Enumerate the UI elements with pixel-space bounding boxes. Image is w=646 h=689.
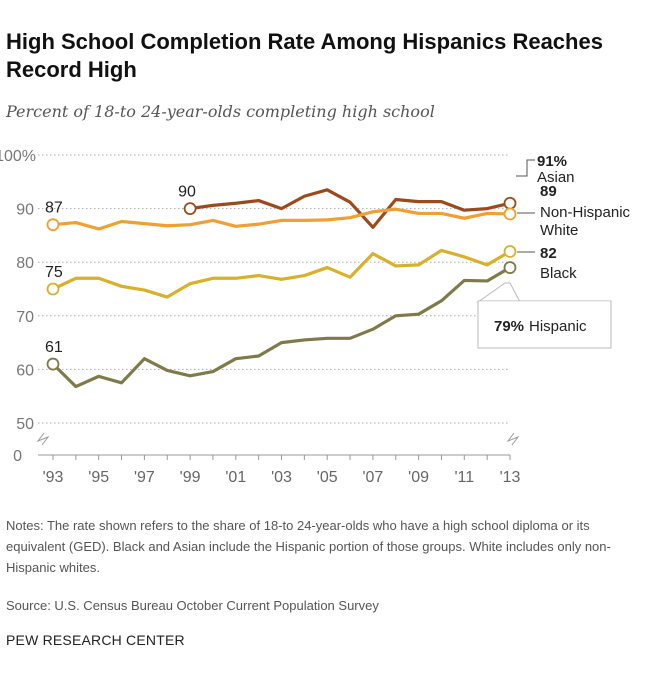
axis-break-icon (36, 432, 50, 446)
y-tick-label: 60 (16, 362, 34, 379)
x-tick-label: '11 (454, 469, 474, 486)
series-label-white-2: White (540, 222, 578, 239)
axis-break-icon (506, 432, 520, 446)
start-marker (183, 202, 197, 216)
end-label-asian: 91% (537, 153, 567, 170)
x-tick-label: '99 (180, 469, 201, 486)
start-label: 75 (45, 264, 63, 281)
x-tick-label: '95 (88, 469, 109, 486)
x-tick-label: '13 (500, 469, 521, 486)
end-label-hispanic: 79% (494, 318, 524, 335)
y-tick-label: 80 (16, 255, 34, 272)
brand: PEW RESEARCH CENTER (6, 632, 185, 648)
end-marker (503, 261, 517, 274)
series-label-black: Black (540, 265, 577, 282)
chart-subtitle: Percent of 18-to 24-year-olds completing… (6, 102, 435, 121)
end-marker (503, 207, 517, 221)
y-tick-label: 50 (16, 416, 34, 433)
end-label-white: 89 (540, 183, 557, 200)
start-marker (46, 282, 60, 296)
series-label-hispanic: Hispanic (529, 318, 587, 335)
start-label: 61 (45, 339, 63, 356)
callout-box (477, 300, 612, 349)
line-chart: 100% 90 80 70 60 50 0 '93 '95 '97 '99 '01 '03 '05 '07 '… (0, 148, 631, 486)
y-tick-label: 0 (13, 448, 22, 465)
x-tick-label: '03 (271, 469, 292, 486)
source: Source: U.S. Census Bureau October Curre… (6, 598, 379, 613)
leader-line (516, 159, 535, 177)
end-marker (503, 196, 517, 210)
series-line-asian (189, 188, 511, 229)
end-marker (503, 245, 517, 258)
start-marker (46, 357, 60, 371)
x-tick-label: '09 (408, 469, 429, 486)
x-tick-label: '01 (225, 469, 246, 486)
x-tick-label: '07 (362, 469, 383, 486)
series-label-asian: Asian (537, 169, 575, 186)
series-label-white: Non-Hispanic (540, 204, 631, 221)
x-tick-label: '97 (134, 469, 155, 486)
series-line-black (52, 248, 511, 299)
callout-pointer (476, 282, 521, 303)
notes: Notes: The rate shown refers to the shar… (6, 518, 611, 575)
end-label-black: 82 (540, 245, 557, 262)
series-line-non-hispanic-white (52, 207, 511, 231)
y-tick-label: 100% (0, 148, 36, 165)
start-marker (46, 218, 60, 232)
x-tick-label: '05 (317, 469, 338, 486)
y-tick-label: 70 (16, 309, 34, 326)
x-tick-label: '93 (43, 469, 64, 486)
series-line-hispanic (51, 266, 511, 389)
y-tick-label: 90 (16, 202, 34, 219)
chart-title: High School Completion Rate Among Hispan… (6, 29, 603, 82)
start-label: 87 (45, 200, 63, 217)
start-label: 90 (178, 184, 196, 201)
